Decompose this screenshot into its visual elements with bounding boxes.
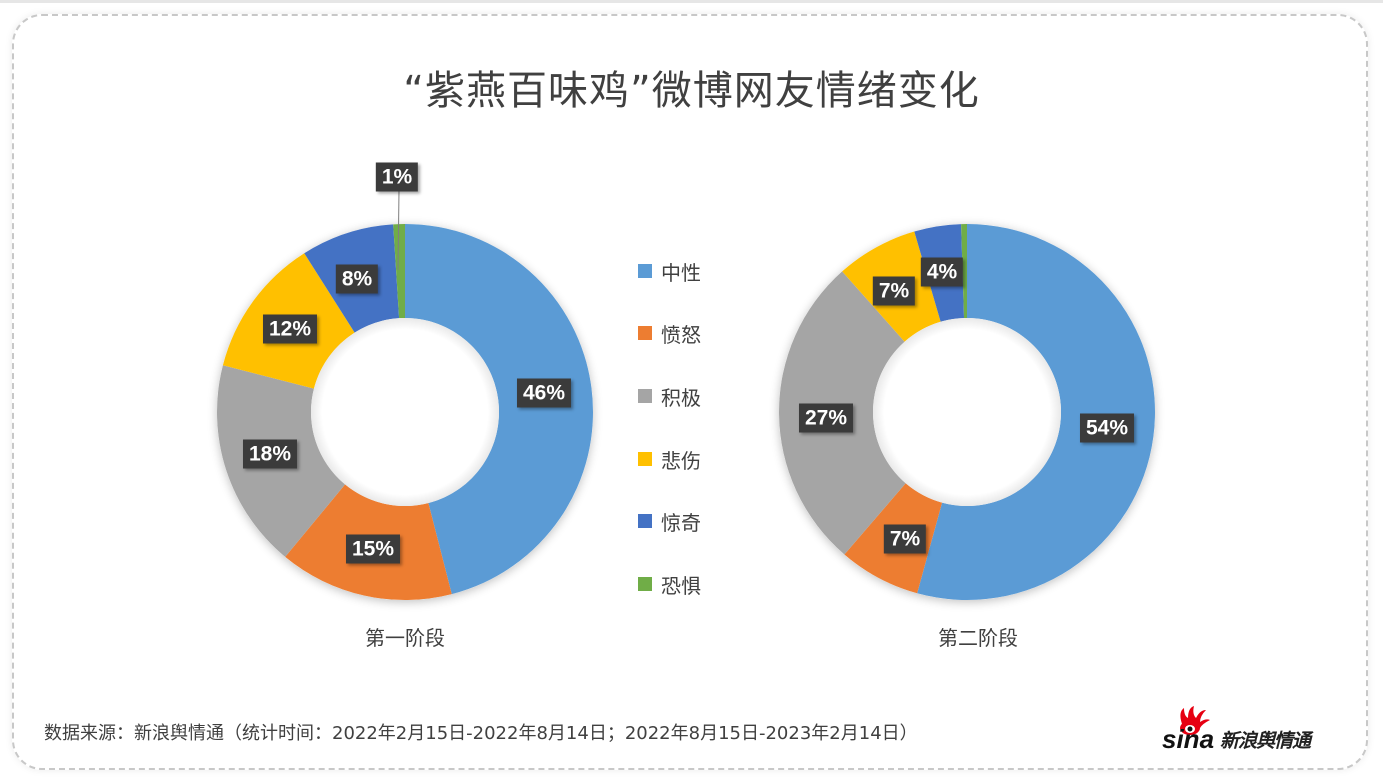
donut-slice — [961, 224, 967, 319]
legend-swatch — [638, 389, 652, 403]
data-label: 8% — [335, 264, 379, 294]
legend-label: 积极 — [661, 385, 701, 410]
legend-item-fear: 恐惧 — [638, 572, 701, 598]
data-label: 7% — [872, 276, 916, 306]
data-label: 46% — [516, 378, 572, 408]
legend-item-sadness: 悲伤 — [638, 447, 701, 473]
data-label: 27% — [798, 403, 854, 433]
data-label: 54% — [1079, 413, 1135, 443]
legend-item-surprise: 惊奇 — [638, 509, 701, 535]
chart-title: “紫燕百味鸡”微博网友情绪变化 — [403, 68, 980, 114]
legend-swatch — [638, 514, 652, 528]
sina-eye-icon: sina — [1162, 706, 1214, 754]
legend-swatch — [638, 326, 652, 340]
data-label: 15% — [345, 534, 401, 564]
legend-label: 恐惧 — [661, 573, 701, 598]
legend-label: 愤怒 — [661, 322, 701, 347]
legend-item-positive: 积极 — [638, 384, 701, 410]
legend-label: 惊奇 — [661, 510, 701, 535]
stage-2-label: 第二阶段 — [938, 626, 1018, 650]
donut-slice — [405, 224, 593, 595]
svg-text:sina: sina — [1162, 724, 1214, 752]
legend-item-neutral: 中性 — [638, 259, 701, 285]
stage-1-label: 第一阶段 — [365, 626, 445, 650]
donut-slice — [917, 224, 1155, 601]
data-label: 7% — [883, 524, 927, 554]
legend-label: 中性 — [661, 260, 701, 285]
data-source-note: 数据来源：新浪舆情通（统计时间：2022年2月15日-2022年8月14日；20… — [44, 723, 918, 744]
data-label: 4% — [920, 257, 964, 287]
legend-label: 悲伤 — [661, 448, 701, 473]
legend-swatch — [638, 452, 652, 466]
data-label: 12% — [262, 314, 318, 344]
data-label: 18% — [242, 439, 298, 469]
data-label: 1% — [375, 162, 419, 192]
top-strip — [0, 0, 1383, 3]
legend-item-anger: 愤怒 — [638, 321, 701, 347]
donut-slice — [393, 224, 405, 319]
logo-text: 新浪舆情通 — [1220, 730, 1311, 752]
legend-swatch — [638, 577, 652, 591]
sina-logo: sina 新浪舆情通 — [1160, 706, 1340, 754]
legend-swatch — [638, 264, 652, 278]
